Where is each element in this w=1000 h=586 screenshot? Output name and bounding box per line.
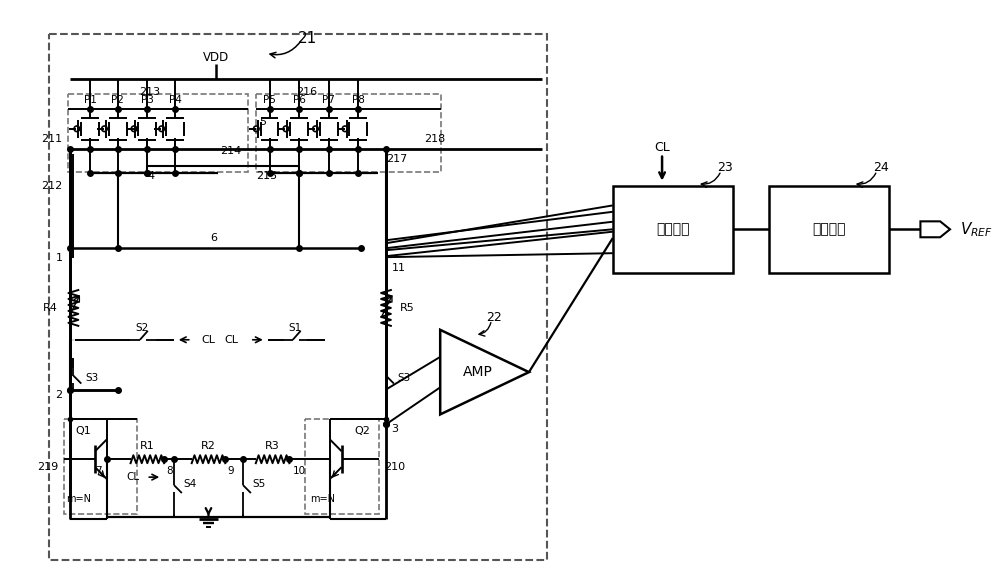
Text: 218: 218	[424, 134, 445, 144]
Text: P2: P2	[111, 95, 124, 105]
Text: 211: 211	[41, 134, 63, 144]
Bar	[68, 94, 248, 172]
Text: P7: P7	[322, 95, 335, 105]
Text: 7: 7	[95, 466, 102, 476]
Bar	[305, 420, 379, 514]
Text: 210: 210	[384, 462, 405, 472]
Text: P6: P6	[293, 95, 306, 105]
Text: 22: 22	[487, 311, 502, 325]
Text: P4: P4	[169, 95, 181, 105]
Text: 214: 214	[220, 146, 242, 156]
Polygon shape	[920, 222, 950, 237]
Text: 5: 5	[259, 117, 266, 127]
Text: 217: 217	[386, 154, 407, 163]
Text: m=N: m=N	[310, 494, 335, 504]
Text: CL: CL	[202, 335, 216, 345]
Text: CL: CL	[126, 472, 139, 482]
Text: S2: S2	[136, 323, 149, 333]
Text: R4: R4	[43, 303, 58, 313]
Text: S5: S5	[253, 479, 266, 489]
Text: Q2: Q2	[354, 427, 370, 437]
Text: S3: S3	[398, 373, 411, 383]
Text: P8: P8	[352, 95, 365, 105]
Bar	[64, 420, 137, 514]
Text: 212: 212	[41, 180, 63, 190]
Text: 213: 213	[139, 87, 160, 97]
Text: 9: 9	[227, 466, 234, 476]
Text: R1: R1	[140, 441, 155, 451]
Text: Q1: Q1	[75, 427, 91, 437]
Bar	[256, 94, 441, 172]
Text: 1: 1	[56, 253, 63, 263]
Text: P3: P3	[141, 95, 154, 105]
Text: 24: 24	[873, 161, 889, 174]
Bar	[769, 186, 889, 273]
Bar	[613, 186, 733, 273]
Text: 216: 216	[297, 87, 318, 97]
Text: 滤波单元: 滤波单元	[812, 222, 845, 236]
Text: 23: 23	[717, 161, 733, 174]
Text: R2: R2	[201, 441, 216, 451]
Text: 3: 3	[391, 424, 398, 434]
Text: R3: R3	[265, 441, 280, 451]
Text: 10: 10	[293, 466, 306, 476]
Text: VDD: VDD	[203, 50, 229, 64]
Text: P1: P1	[84, 95, 97, 105]
Text: 219: 219	[37, 462, 59, 472]
Text: m=N: m=N	[66, 494, 91, 504]
Text: S1: S1	[289, 323, 302, 333]
Text: 4: 4	[147, 171, 154, 180]
Text: 11: 11	[392, 263, 406, 273]
Text: CL: CL	[224, 335, 238, 345]
Text: S4: S4	[184, 479, 197, 489]
Text: CL: CL	[654, 141, 670, 154]
Text: AMP: AMP	[463, 365, 493, 379]
Text: $V_{REF}$: $V_{REF}$	[960, 220, 993, 239]
Text: 解调单元: 解调单元	[656, 222, 690, 236]
Bar	[49, 34, 547, 560]
Text: P5: P5	[263, 95, 276, 105]
Polygon shape	[440, 330, 529, 414]
Text: S3: S3	[85, 373, 98, 383]
Text: 21: 21	[297, 30, 317, 46]
Text: 2: 2	[55, 390, 63, 400]
Text: 8: 8	[166, 466, 173, 476]
Text: R5: R5	[400, 303, 415, 313]
Text: 215: 215	[256, 171, 277, 180]
Text: 6: 6	[210, 233, 217, 243]
